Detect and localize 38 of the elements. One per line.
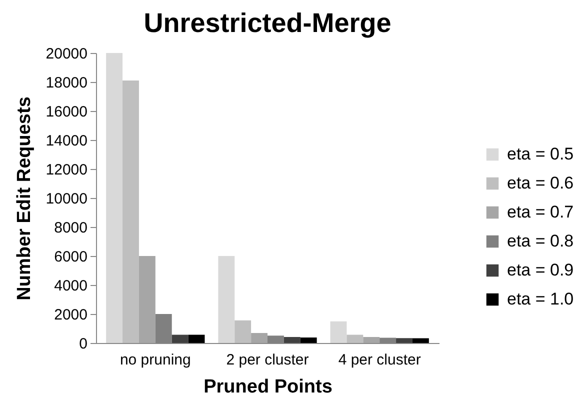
bar	[300, 337, 317, 343]
bar	[346, 334, 364, 343]
legend-label: eta = 0.8	[507, 232, 574, 250]
bar	[138, 256, 156, 343]
y-tick-label: 6000	[54, 248, 88, 266]
bar	[251, 332, 268, 343]
bar	[363, 337, 380, 343]
x-tick-label: no pruning	[120, 352, 191, 368]
y-tick-label: 14000	[46, 132, 88, 150]
y-tick-label: 16000	[46, 104, 88, 120]
y-tick-label: 20000	[46, 46, 88, 62]
bar	[218, 256, 235, 343]
bar	[106, 53, 123, 343]
bar	[188, 334, 205, 343]
x-tick-label: 2 per cluster	[226, 352, 309, 368]
bar	[284, 337, 300, 343]
y-tick-label: 2000	[54, 306, 88, 324]
bar	[412, 338, 429, 343]
y-tick-label: 18000	[46, 74, 88, 92]
bar	[172, 334, 188, 343]
x-axis-title: Pruned Points	[204, 376, 332, 398]
bar	[396, 338, 412, 343]
legend-label: eta = 0.7	[507, 202, 574, 222]
y-tick-label: 0	[79, 336, 88, 352]
y-tick-label: 12000	[46, 162, 88, 178]
chart-title: Unrestricted-Merge	[144, 8, 392, 38]
bar	[122, 80, 139, 343]
legend-label: eta = 1.0	[507, 290, 574, 308]
y-tick-label: 8000	[54, 220, 88, 236]
legend-label: eta = 0.9	[507, 260, 574, 280]
legend-label: eta = 0.5	[507, 144, 574, 164]
y-tick-label: 4000	[54, 278, 88, 294]
bar	[330, 321, 347, 343]
legend-label: eta = 0.6	[507, 174, 574, 192]
y-axis-title: Number Edit Requests	[14, 96, 35, 300]
x-tick-label: 4 per cluster	[338, 352, 421, 368]
y-tick-label: 10000	[46, 190, 88, 208]
bar	[234, 320, 252, 343]
